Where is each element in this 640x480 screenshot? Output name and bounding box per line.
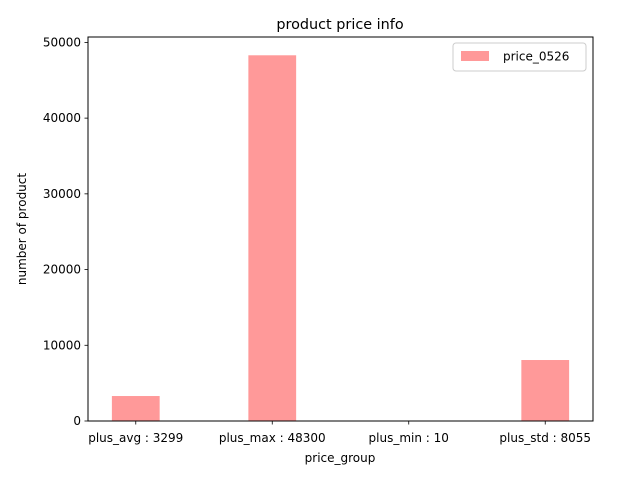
x-tick-label-0: plus_avg : 3299 xyxy=(88,431,183,445)
y-tick-label-3: 30000 xyxy=(43,187,81,201)
y-tick-label-0: 0 xyxy=(73,414,81,428)
x-tick-label-3: plus_std : 8055 xyxy=(499,431,591,445)
bars xyxy=(111,55,570,422)
legend-swatch xyxy=(461,51,489,61)
y-axis-label: number of product xyxy=(15,173,29,285)
y-tick-label-1: 10000 xyxy=(43,338,81,352)
legend: price_0526 xyxy=(452,42,587,72)
legend-label: price_0526 xyxy=(503,50,569,64)
plot-frame xyxy=(87,36,594,422)
bar-3 xyxy=(521,360,570,421)
y-axis: 0 10000 20000 30000 40000 50000 xyxy=(43,35,88,428)
y-tick-label-4: 40000 xyxy=(43,111,81,125)
x-tick-label-2: plus_min : 10 xyxy=(369,431,449,445)
y-tick-label-5: 50000 xyxy=(43,35,81,49)
chart-title: product price info xyxy=(276,17,403,33)
x-axis-label: price_group xyxy=(305,451,376,465)
bar-0 xyxy=(111,396,160,421)
x-tick-label-1: plus_max : 48300 xyxy=(219,431,326,445)
bar-1 xyxy=(248,55,297,422)
y-tick-label-2: 20000 xyxy=(43,263,81,277)
x-axis: plus_avg : 3299 plus_max : 48300 plus_min … xyxy=(88,421,591,445)
legend-frame xyxy=(452,42,587,72)
